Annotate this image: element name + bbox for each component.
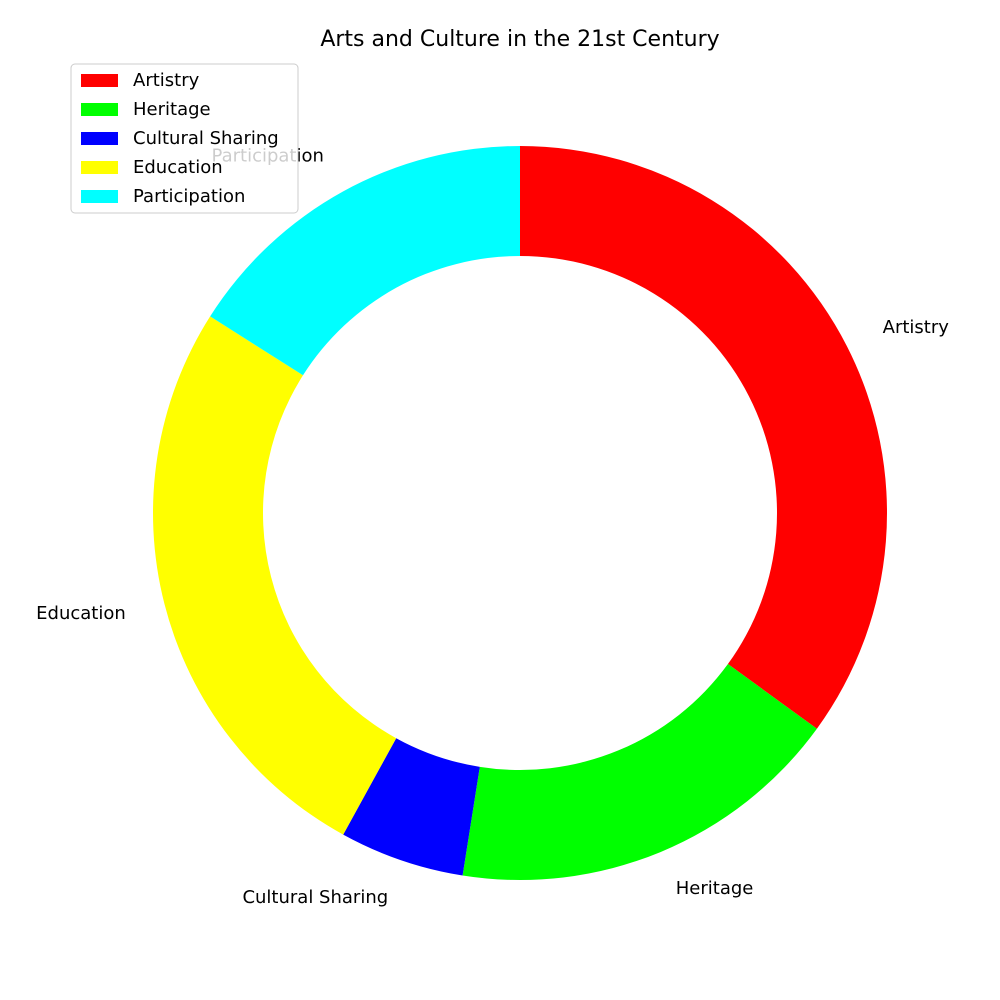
legend-swatch-participation bbox=[81, 190, 118, 203]
slice-label-heritage: Heritage bbox=[676, 878, 754, 899]
legend-label-cultural-sharing: Cultural Sharing bbox=[133, 128, 279, 149]
slice-participation bbox=[210, 146, 520, 376]
legend-swatch-heritage bbox=[81, 103, 118, 116]
legend-swatch-education bbox=[81, 161, 118, 174]
slice-education bbox=[152, 316, 397, 835]
legend-label-participation: Participation bbox=[133, 186, 245, 207]
slice-label-education: Education bbox=[36, 603, 126, 624]
slice-cultural-sharing bbox=[343, 738, 480, 876]
slice-label-artistry: Artistry bbox=[883, 317, 950, 338]
legend-label-heritage: Heritage bbox=[133, 99, 211, 120]
slices-layer bbox=[152, 146, 887, 880]
legend-frame bbox=[70, 63, 299, 214]
legend: Artistry Heritage Cultural Sharing Educatio… bbox=[70, 63, 299, 214]
chart-title: Arts and Culture in the 21st Century bbox=[320, 27, 719, 52]
legend-swatch-artistry bbox=[81, 74, 118, 87]
slice-label-cultural-sharing: Cultural Sharing bbox=[242, 887, 388, 908]
legend-swatch-cultural-sharing bbox=[81, 132, 118, 145]
slice-heritage bbox=[462, 664, 817, 880]
legend-label-artistry: Artistry bbox=[133, 70, 200, 91]
legend-label-education: Education bbox=[133, 157, 223, 178]
slice-artistry bbox=[520, 146, 887, 729]
